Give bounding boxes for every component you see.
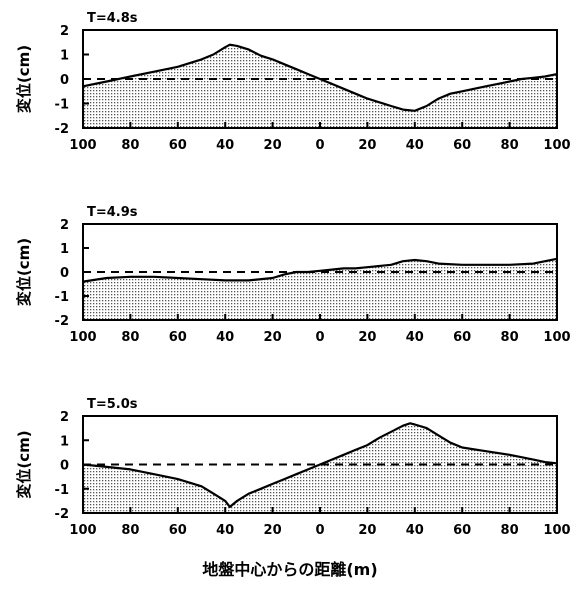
x-tick-label: 80 [501, 523, 519, 538]
displacement-area [83, 423, 557, 513]
y-tick-label: -2 [55, 314, 69, 329]
x-tick-label: 20 [358, 138, 376, 153]
x-tick-label: 100 [543, 523, 570, 538]
panel-title: T=5.0s [87, 397, 138, 412]
x-tick-label: 80 [121, 523, 139, 538]
y-tick-label: 1 [60, 242, 69, 257]
x-tick-label: 40 [216, 330, 234, 345]
y-tick-label: -2 [55, 122, 69, 137]
y-tick-label: -1 [55, 290, 69, 305]
x-tick-label: 60 [453, 523, 471, 538]
y-tick-label: 2 [60, 410, 69, 425]
x-tick-label: 100 [69, 330, 96, 345]
x-tick-label: 20 [358, 330, 376, 345]
displacement-line [82, 257, 558, 283]
chart-panel-2: -2 -1 0 1 2 100 80 60 40 20 0 20 40 60 80 100 T=4.9s 変位(c… [15, 205, 571, 345]
x-axis-label: 地盤中心からの距離(m) [202, 560, 377, 579]
panel-title: T=4.9s [87, 205, 138, 220]
y-tick-label: -1 [55, 98, 69, 113]
x-tick-label: 80 [501, 138, 519, 153]
y-tick-label: 2 [60, 218, 69, 233]
y-tick-label: 0 [60, 73, 69, 88]
y-tick-label: 0 [60, 266, 69, 281]
displacement-line [82, 422, 558, 508]
x-tick-label: 60 [169, 138, 187, 153]
x-tick-label: 0 [315, 138, 324, 153]
y-tick-label: 2 [60, 24, 69, 39]
x-tick-label: 40 [406, 138, 424, 153]
y-tick-label: 0 [60, 459, 69, 474]
y-axis-label: 変位(cm) [15, 238, 33, 306]
y-tick-label: -2 [55, 507, 69, 522]
panel-title: T=4.8s [87, 11, 138, 26]
displacement-line [82, 43, 558, 112]
x-tick-label: 80 [501, 330, 519, 345]
displacement-area [83, 258, 557, 320]
x-tick-label: 20 [358, 523, 376, 538]
chart-panel-3: -2 -1 0 1 2 100 80 60 40 20 0 20 40 60 80 100 T=5.0s 変位(c… [15, 397, 571, 538]
x-tick-label: 40 [406, 523, 424, 538]
x-tick-label: 60 [453, 330, 471, 345]
y-tick-label: -1 [55, 483, 69, 498]
y-tick-label: 1 [60, 434, 69, 449]
x-tick-label: 80 [121, 138, 139, 153]
chart-panel-1: -2 -1 0 1 2 100 80 60 40 20 0 20 40 60 80 100 T=4.8s 変位(c… [15, 11, 571, 153]
x-tick-label: 80 [121, 330, 139, 345]
x-tick-label: 60 [169, 523, 187, 538]
x-tick-label: 0 [315, 330, 324, 345]
x-tick-label: 0 [315, 523, 324, 538]
x-tick-label: 100 [543, 138, 570, 153]
x-tick-label: 40 [216, 523, 234, 538]
x-tick-label: 100 [69, 523, 96, 538]
x-tick-label: 20 [264, 138, 282, 153]
x-tick-label: 100 [69, 138, 96, 153]
y-axis-label: 変位(cm) [15, 430, 33, 498]
y-axis-label: 変位(cm) [15, 45, 33, 113]
x-tick-label: 60 [453, 138, 471, 153]
x-tick-label: 60 [169, 330, 187, 345]
x-tick-label: 100 [543, 330, 570, 345]
x-tick-label: 40 [406, 330, 424, 345]
x-tick-label: 40 [216, 138, 234, 153]
x-tick-label: 20 [264, 523, 282, 538]
y-tick-label: 1 [60, 49, 69, 64]
displacement-area [83, 44, 557, 129]
x-tick-label: 20 [264, 330, 282, 345]
